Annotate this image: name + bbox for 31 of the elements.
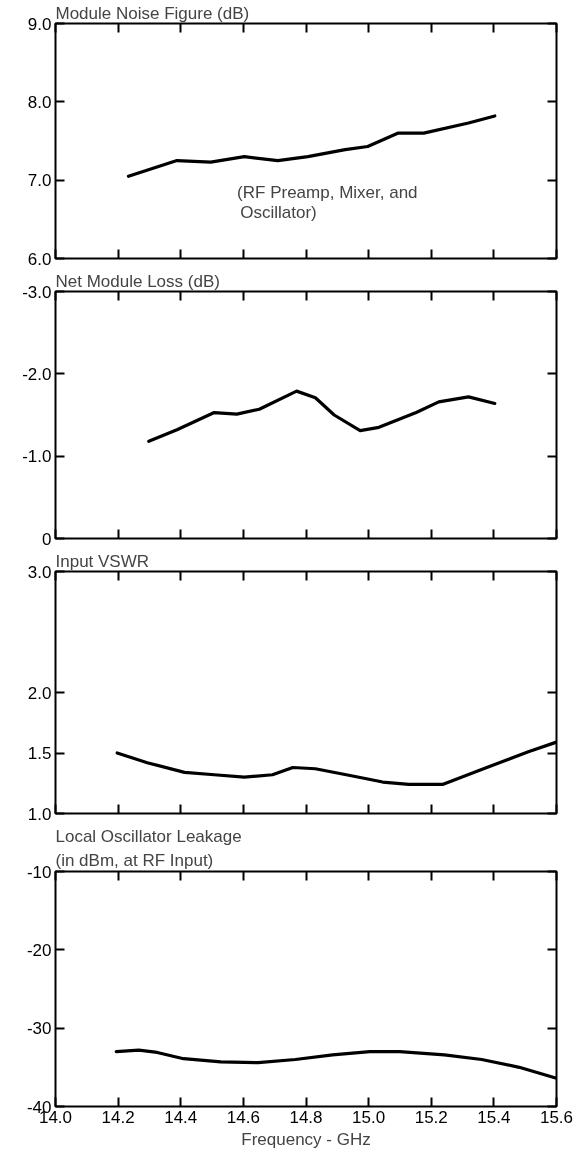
y-tick-label: 1.0: [27, 804, 52, 824]
y-tick-label: 2.0: [27, 683, 52, 703]
annotation: (RF Preamp, Mixer, and Oscillator): [237, 183, 418, 223]
y-tick-label: 9.0: [27, 14, 52, 34]
x-tick-label: 15.4: [477, 1107, 511, 1127]
y-tick-label: 1.5: [27, 744, 52, 763]
x-tick-label: 15.0: [352, 1107, 386, 1127]
y-tick-label: -30: [26, 1019, 52, 1039]
x-tick-label: 14.4: [164, 1107, 198, 1127]
chart-title: Local Oscillator Leakage (in dBm, at RF Input): [55, 826, 242, 871]
x-tick-label: 15.6: [539, 1107, 574, 1127]
y-tick-label: 6.0: [27, 249, 52, 269]
y-tick-label: 0: [42, 529, 52, 549]
y-tick-label: -10: [26, 862, 52, 882]
x-axis-title: Frequency - GHz: [241, 1129, 371, 1149]
y-tick-label: 7.0: [27, 171, 52, 191]
chart-title: Input VSWR: [55, 551, 150, 571]
x-tick-label: 14.2: [101, 1107, 135, 1127]
chart-title: Module Noise Figure (dB): [55, 3, 250, 23]
x-tick-label: 14.8: [289, 1107, 323, 1127]
y-tick-label: -1.0: [22, 447, 52, 467]
x-tick-label: 15.2: [414, 1107, 448, 1127]
line-series: [126, 114, 497, 178]
y-tick-label: -20: [26, 940, 52, 960]
line-series: [147, 389, 497, 443]
chart-title: Net Module Loss (dB): [55, 271, 220, 291]
y-tick-label: 3.0: [27, 562, 52, 582]
y-tick-label: -2.0: [22, 364, 52, 384]
x-tick-label: 14.6: [226, 1107, 260, 1127]
y-tick-label: -3.0: [22, 282, 52, 302]
y-tick-label: 8.0: [27, 92, 52, 112]
